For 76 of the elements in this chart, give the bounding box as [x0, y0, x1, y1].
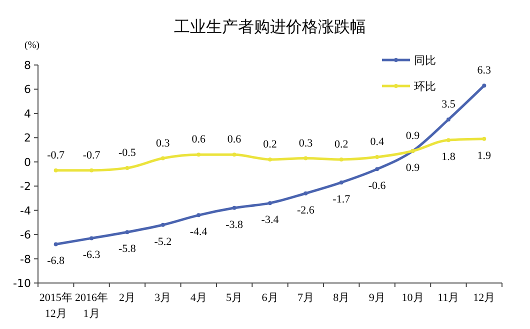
y-tick-label: -6	[20, 228, 31, 242]
x-tick-label: 2016年 1月	[75, 292, 108, 320]
data-label: -3.4	[261, 214, 280, 226]
x-tick-label: 2月	[118, 292, 136, 304]
data-label: -6.3	[82, 249, 101, 262]
chart-title: 工业生产者购进价格涨跌幅	[174, 17, 366, 36]
legend-label: 环比	[414, 80, 436, 93]
x-tick-label: 7月	[297, 292, 314, 304]
data-label: 0.6	[227, 134, 242, 146]
y-tick-label: 6	[24, 83, 31, 96]
point	[160, 156, 165, 160]
point	[160, 222, 165, 227]
x-tick-label: 8月	[333, 292, 350, 304]
y-tick-label: 4	[24, 107, 31, 120]
data-label: -1.7	[332, 193, 351, 206]
point	[446, 138, 450, 142]
x-tick-label: 9月	[368, 292, 386, 304]
point	[375, 167, 380, 172]
data-label: 1.9	[477, 150, 492, 162]
x-tick-label: 5月	[226, 292, 243, 304]
data-label: -0.5	[118, 146, 136, 159]
y-tick-label: -10	[13, 277, 31, 290]
y-tick-label: -8	[20, 252, 31, 266]
data-label: -6.8	[47, 255, 66, 268]
point	[375, 155, 380, 160]
point	[232, 152, 236, 157]
y-tick-label: -4	[20, 204, 31, 218]
y-tick-label: 8	[24, 59, 31, 72]
data-label: 0.4	[370, 136, 384, 148]
data-label: 1.8	[442, 151, 456, 164]
data-label: 3.5	[442, 98, 456, 110]
point	[339, 157, 344, 162]
data-label: 0.9	[406, 162, 420, 174]
x-tick-label: 3月	[154, 292, 172, 304]
point	[482, 136, 486, 141]
point	[482, 84, 486, 88]
point	[196, 152, 201, 157]
x-tick-label: 6月	[262, 292, 278, 304]
y-tick-label: 2	[24, 132, 31, 145]
data-label: -0.7	[47, 149, 66, 162]
point	[54, 168, 58, 172]
point	[304, 156, 308, 160]
data-label: 0.2	[334, 138, 348, 150]
data-label: -2.6	[296, 204, 315, 216]
point	[90, 236, 94, 240]
point	[268, 201, 272, 206]
point	[125, 166, 130, 170]
y-tick-label: -2	[20, 180, 31, 194]
x-tick-label: 11月	[438, 292, 460, 304]
point	[446, 118, 450, 122]
point	[339, 180, 344, 184]
point	[232, 206, 236, 210]
data-label: -0.7	[82, 149, 101, 162]
data-label: -5.8	[118, 243, 136, 256]
legend-label: 同比	[414, 54, 436, 67]
x-tick-label: 12月	[473, 292, 496, 304]
data-label: -0.6	[368, 180, 386, 192]
data-label: -3.8	[226, 218, 244, 231]
point	[196, 213, 201, 218]
point	[304, 191, 308, 196]
data-label: 0.3	[298, 137, 314, 150]
point	[54, 242, 58, 246]
data-label: 6.3	[477, 64, 492, 77]
data-label: 0.9	[406, 130, 420, 142]
data-label: 0.6	[192, 134, 206, 146]
point	[125, 230, 130, 234]
data-label: 0.3	[156, 137, 170, 150]
point	[90, 168, 94, 172]
y-axis-title: (%)	[24, 40, 40, 51]
y-tick-label: 0	[24, 156, 31, 169]
data-label: -5.2	[154, 236, 172, 248]
data-label: -4.4	[190, 226, 208, 238]
x-tick-label: 2015年 12月	[39, 292, 72, 320]
x-tick-label: 10月	[402, 292, 424, 304]
data-label: 0.2	[263, 138, 277, 150]
x-tick-label: 4月	[190, 292, 207, 304]
